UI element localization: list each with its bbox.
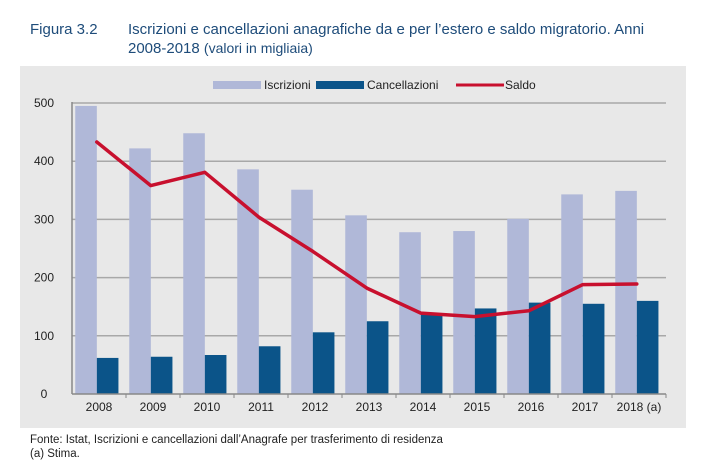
x-tick-label: 2013 bbox=[356, 400, 383, 414]
bar-iscrizioni bbox=[129, 148, 151, 394]
bar-cancellazioni bbox=[96, 357, 119, 394]
x-tick-label: 2017 bbox=[572, 400, 599, 414]
legend-label-saldo: Saldo bbox=[505, 78, 536, 92]
y-tick-label: 500 bbox=[34, 96, 54, 110]
bar-cancellazioni bbox=[312, 332, 335, 394]
x-tick-label: 2015 bbox=[464, 400, 491, 414]
bar-cancellazioni bbox=[204, 355, 227, 394]
x-tick-label: 2008 bbox=[86, 400, 113, 414]
saldo-line-group bbox=[95, 140, 639, 319]
bar-iscrizioni bbox=[345, 215, 367, 394]
bar-iscrizioni bbox=[75, 105, 97, 394]
x-tick-label: 2018 (a) bbox=[617, 400, 662, 414]
saldo-line bbox=[95, 140, 639, 319]
bar-cancellazioni bbox=[258, 346, 281, 394]
x-tick-label: 2014 bbox=[410, 400, 437, 414]
legend-label-cancellazioni: Cancellazioni bbox=[367, 78, 438, 92]
bar-cancellazioni bbox=[528, 302, 551, 394]
legend-swatch-iscrizioni bbox=[213, 81, 261, 89]
y-tick-label: 0 bbox=[41, 387, 48, 401]
y-tick-label: 400 bbox=[34, 154, 54, 168]
bar-cancellazioni bbox=[366, 321, 389, 394]
chart-panel: 0 100 200 300 400 500 2008 2009 2010 2011 2012 2013… bbox=[20, 66, 686, 428]
bar-cancellazioni bbox=[636, 300, 659, 394]
figure-title-line2: 2008-2018 bbox=[128, 40, 200, 57]
legend: Iscrizioni Cancellazioni Saldo bbox=[213, 78, 536, 92]
bar-cancellazioni bbox=[150, 356, 173, 394]
x-tick-label: 2010 bbox=[194, 400, 221, 414]
axes: 0 100 200 300 400 500 2008 2009 2010 2011 2012 2013… bbox=[34, 96, 667, 414]
bar-iscrizioni bbox=[561, 194, 583, 394]
bar-iscrizioni bbox=[291, 189, 313, 394]
y-tick-label: 300 bbox=[34, 212, 54, 226]
figure-number: Figura 3.2 bbox=[30, 21, 98, 38]
bar-iscrizioni bbox=[453, 231, 475, 394]
x-tick-label: 2011 bbox=[248, 400, 274, 414]
bars bbox=[75, 105, 659, 394]
legend-swatch-cancellazioni bbox=[316, 81, 364, 89]
bar-iscrizioni bbox=[183, 133, 205, 394]
bar-iscrizioni bbox=[237, 169, 259, 394]
estimate-note: (a) Stima. bbox=[30, 448, 80, 460]
y-tick-label: 200 bbox=[34, 271, 54, 285]
bar-cancellazioni bbox=[420, 313, 443, 394]
bar-iscrizioni bbox=[615, 190, 637, 394]
chart: 0 100 200 300 400 500 2008 2009 2010 2011 2012 2013… bbox=[34, 78, 667, 414]
legend-label-iscrizioni: Iscrizioni bbox=[264, 78, 311, 92]
bar-cancellazioni bbox=[474, 308, 497, 394]
figure-subtitle: (valori in migliaia) bbox=[203, 40, 313, 56]
chart-footer: Fonte: Istat, Iscrizioni e cancellazioni… bbox=[30, 433, 443, 461]
bar-iscrizioni bbox=[507, 218, 529, 394]
bar-cancellazioni bbox=[582, 303, 605, 394]
y-tick-label: 100 bbox=[34, 329, 54, 343]
x-tick-label: 2012 bbox=[302, 400, 329, 414]
figure-title: Iscrizioni e cancellazioni anagrafiche d… bbox=[128, 21, 718, 58]
source-note: Fonte: Istat, Iscrizioni e cancellazioni… bbox=[30, 434, 443, 446]
figure-title-line1: Iscrizioni e cancellazioni anagrafiche d… bbox=[128, 21, 645, 38]
bar-iscrizioni bbox=[399, 232, 421, 394]
x-tick-label: 2009 bbox=[140, 400, 167, 414]
x-tick-label: 2016 bbox=[518, 400, 545, 414]
